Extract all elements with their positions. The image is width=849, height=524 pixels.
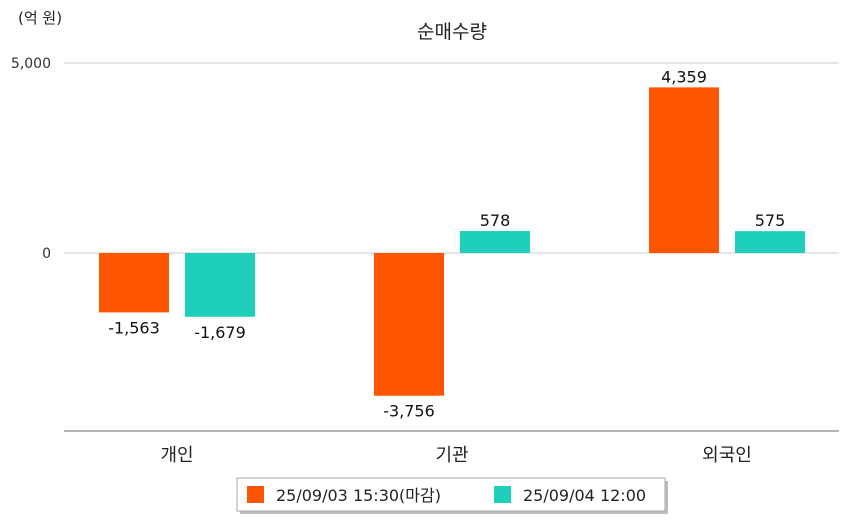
legend-item[interactable]: 25/09/04 12:00 [494,486,646,505]
y-tick-label: 0 [42,246,51,262]
x-category-label: 개인 [160,445,193,466]
bars [99,87,805,396]
data-label: 575 [755,211,786,230]
data-label: 578 [480,211,511,230]
x-category-label: 외국인 [702,445,752,466]
grid-lines [64,62,839,254]
bar[interactable] [185,253,255,317]
bar[interactable] [735,231,805,253]
bar[interactable] [649,87,719,253]
legend-label: 25/09/03 15:30(마감) [276,486,441,505]
x-axis-categories: 개인 기관 외국인 [160,445,751,466]
legend-swatch [494,486,511,503]
y-axis-ticks: 0 5,000 [11,56,51,262]
legend-box [236,477,666,512]
legend-swatch [247,486,264,503]
bar[interactable] [460,231,530,253]
data-label: -1,563 [108,318,160,337]
x-category-label: 기관 [435,445,468,466]
legend-item[interactable]: 25/09/03 15:30(마감) [247,486,441,505]
y-tick-label: 5,000 [11,56,51,72]
data-labels: -1,563 -3,756 4,359 -1,679 578 575 [108,67,785,420]
data-label: -3,756 [383,402,435,421]
data-label: -1,679 [194,323,246,342]
data-label: 4,359 [661,67,707,86]
chart-title: 순매수량 [417,21,487,43]
legend[interactable]: 25/09/03 15:30(마감) 25/09/04 12:00 [236,477,668,514]
bar[interactable] [99,253,169,313]
legend-items[interactable]: 25/09/03 15:30(마감) 25/09/04 12:00 [247,486,646,505]
unit-label: (억 원) [18,9,62,27]
legend-label: 25/09/04 12:00 [523,486,646,505]
bar[interactable] [374,253,444,396]
